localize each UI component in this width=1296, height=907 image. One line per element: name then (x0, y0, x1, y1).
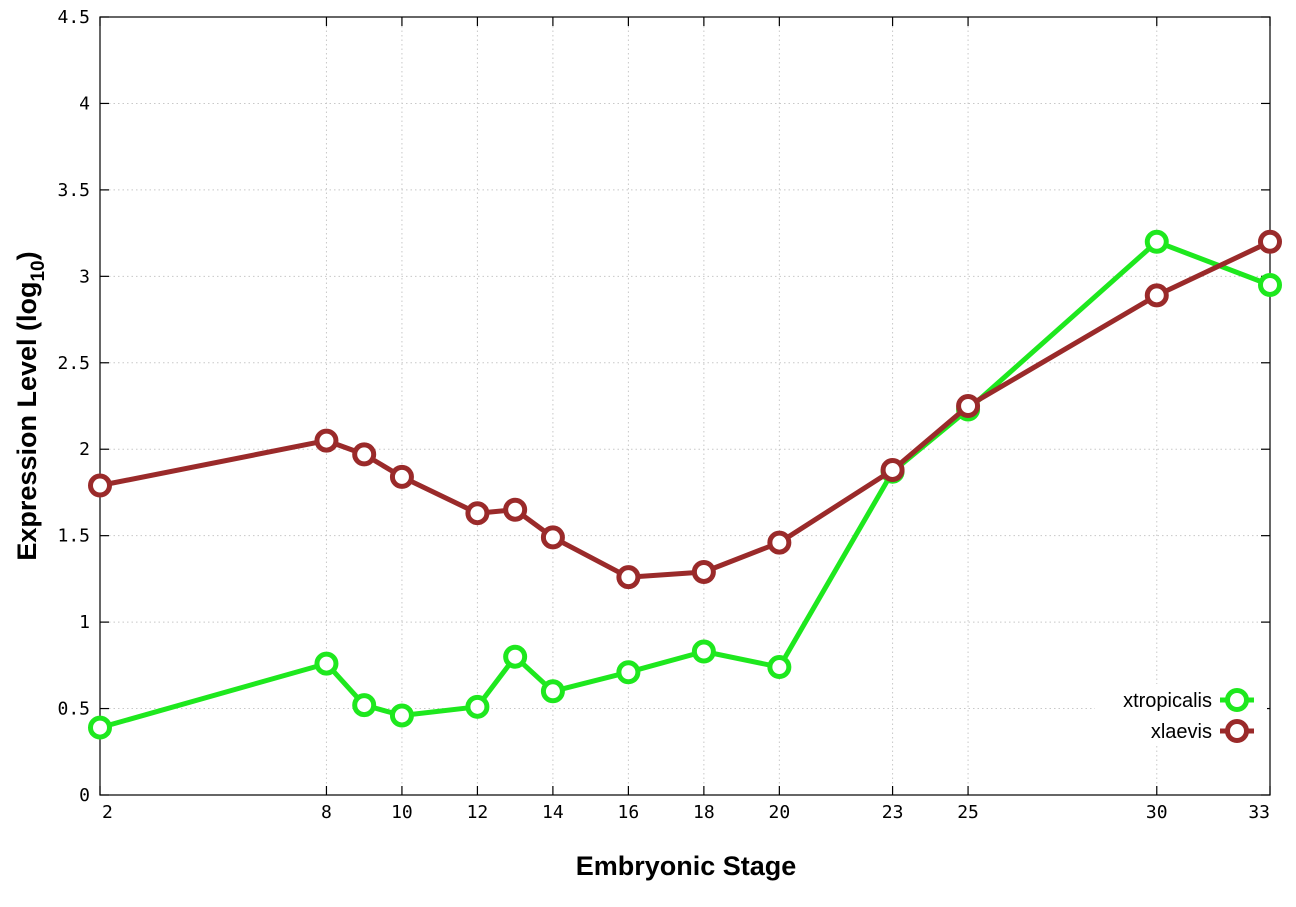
x-tick-label: 14 (542, 802, 564, 823)
data-point (691, 559, 716, 584)
y-axis-title-main: Expression Level (log (12, 282, 42, 561)
x-axis-title: Embryonic Stage (576, 851, 797, 881)
data-point (503, 644, 528, 669)
data-point (540, 525, 565, 550)
data-point (503, 497, 528, 522)
plot-frame (99, 16, 1271, 796)
data-point (767, 530, 792, 555)
series-line (99, 239, 1271, 731)
series-line (99, 239, 1272, 580)
data-point (352, 693, 377, 718)
y-axis-title: Expression Level (log10) (12, 251, 49, 560)
data-point (314, 651, 339, 676)
data-point (1144, 229, 1169, 254)
x-tick-label: 10 (391, 802, 413, 823)
y-tick-label: 0.5 (57, 699, 90, 720)
x-tick-label: 2 (102, 802, 113, 823)
legend: xtropicalis xlaevis (1095, 684, 1267, 746)
axis-ticks (99, 16, 1271, 796)
x-tick-label: 18 (693, 802, 715, 823)
data-point (880, 457, 905, 482)
data-point (88, 715, 112, 740)
data-point (465, 501, 490, 526)
data-point (956, 394, 981, 418)
y-tick-label: 3 (79, 266, 90, 287)
x-tick-label: 25 (957, 802, 979, 823)
data-point (314, 428, 339, 453)
x-tick-label: 12 (467, 802, 489, 823)
data-point (352, 442, 377, 467)
series (88, 229, 1282, 740)
legend-label: xlaevis (1151, 721, 1212, 743)
x-tick-label: 20 (769, 802, 791, 823)
legend-label: xtropicalis (1123, 690, 1212, 712)
data-point (1258, 229, 1282, 254)
series-xtropicalis (88, 229, 1282, 740)
data-point (540, 679, 565, 704)
data-point (88, 473, 112, 498)
data-point (767, 655, 792, 680)
y-tick-label: 3.5 (57, 180, 90, 201)
y-tick-label: 4 (79, 93, 90, 114)
y-tick-label: 2 (79, 439, 90, 460)
data-point (465, 694, 490, 719)
x-tick-label: 30 (1146, 802, 1168, 823)
data-point (1144, 283, 1169, 308)
x-tick-label: 33 (1248, 802, 1270, 823)
y-tick-labels: 0 0.5 1 1.5 2 2.5 3 3.5 4 4.5 (57, 7, 90, 806)
y-tick-label: 1.5 (57, 526, 90, 547)
y-axis-title-close: ) (12, 251, 42, 260)
x-tick-label: 8 (321, 802, 332, 823)
data-point (389, 703, 414, 728)
y-axis-title-subscript: 10 (28, 260, 49, 281)
y-tick-label: 0 (79, 785, 90, 806)
y-tick-label: 2.5 (57, 353, 90, 374)
y-tick-label: 1 (79, 612, 90, 633)
data-point (1258, 272, 1282, 297)
x-tick-label: 23 (882, 802, 904, 823)
legend-marker (1225, 719, 1249, 743)
legend-marker (1225, 688, 1249, 712)
data-point (389, 464, 414, 489)
data-point (616, 565, 641, 590)
x-tick-label: 16 (618, 802, 640, 823)
data-point (616, 660, 641, 685)
x-tick-labels: 2 8 10 12 14 16 18 20 23 25 30 33 (102, 802, 1270, 823)
series-xlaevis (88, 229, 1282, 590)
y-tick-label: 4.5 (57, 7, 90, 28)
data-point (691, 639, 716, 664)
